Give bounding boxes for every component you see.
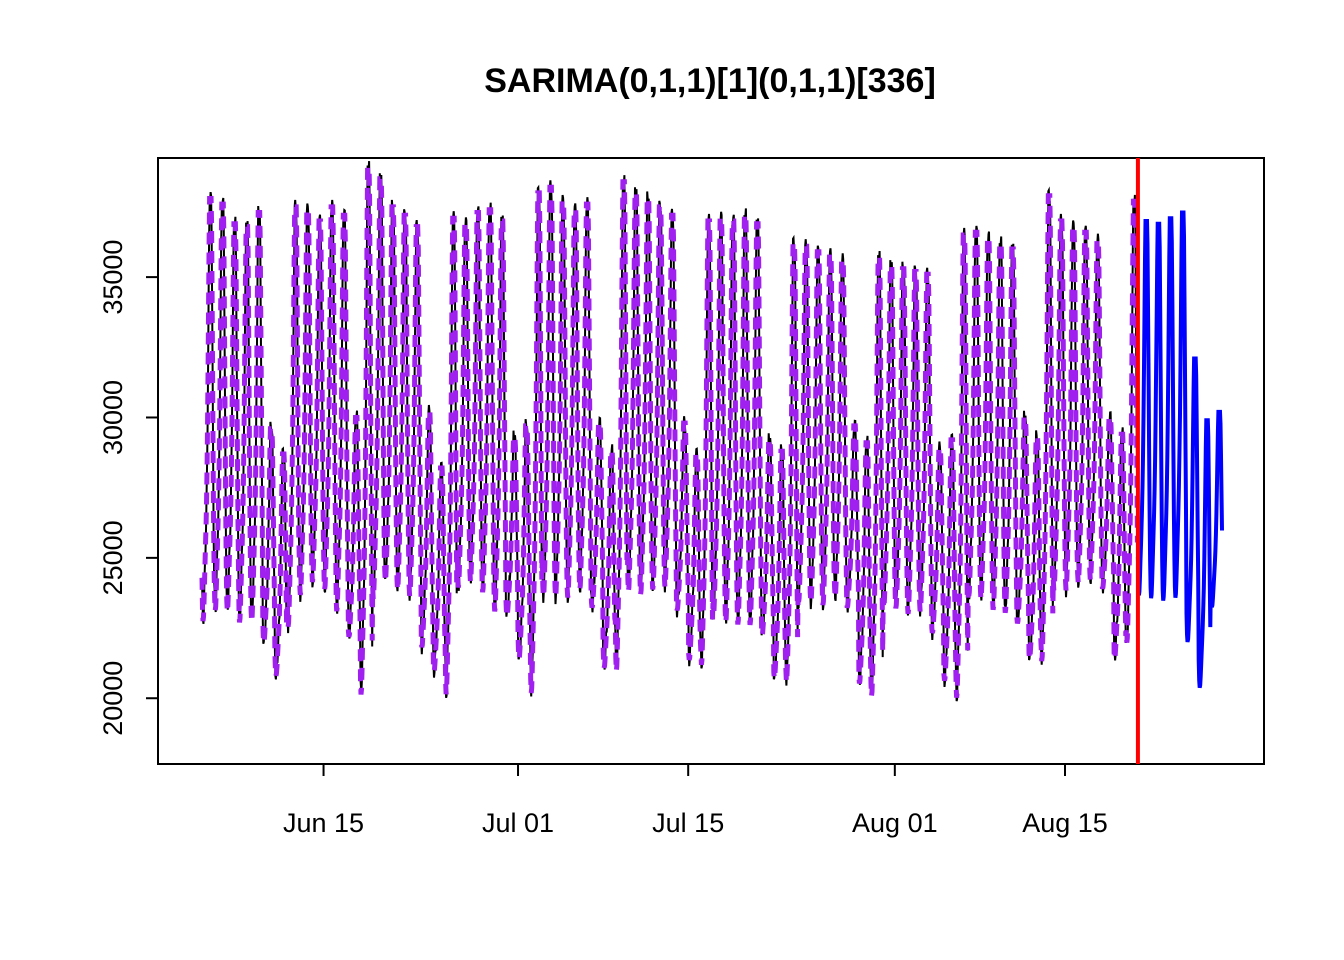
y-tick-label: 35000 (98, 240, 128, 315)
chart-title: SARIMA(0,1,1)[1](0,1,1)[336] (484, 62, 936, 100)
y-axis: 20000 25000 30000 35000 (98, 240, 158, 736)
x-tick-label: Aug 01 (852, 808, 938, 838)
fitted-series-line (199, 165, 1140, 698)
y-tick-label: 20000 (98, 661, 128, 736)
y-tick-label: 25000 (98, 520, 128, 595)
x-tick-label: Jul 01 (482, 808, 554, 838)
x-tick-label: Aug 15 (1022, 808, 1108, 838)
forecast-series-line (1135, 210, 1224, 689)
plot-frame (157, 157, 1265, 765)
x-tick-label: Jun 15 (283, 808, 364, 838)
y-tick-label: 30000 (98, 380, 128, 455)
x-axis: Jun 15 Jul 01 Jul 15 Aug 01 Aug 15 (283, 764, 1108, 838)
plot-area (199, 161, 1224, 702)
observed-series-line (201, 161, 1139, 702)
x-tick-label: Jul 15 (652, 808, 724, 838)
